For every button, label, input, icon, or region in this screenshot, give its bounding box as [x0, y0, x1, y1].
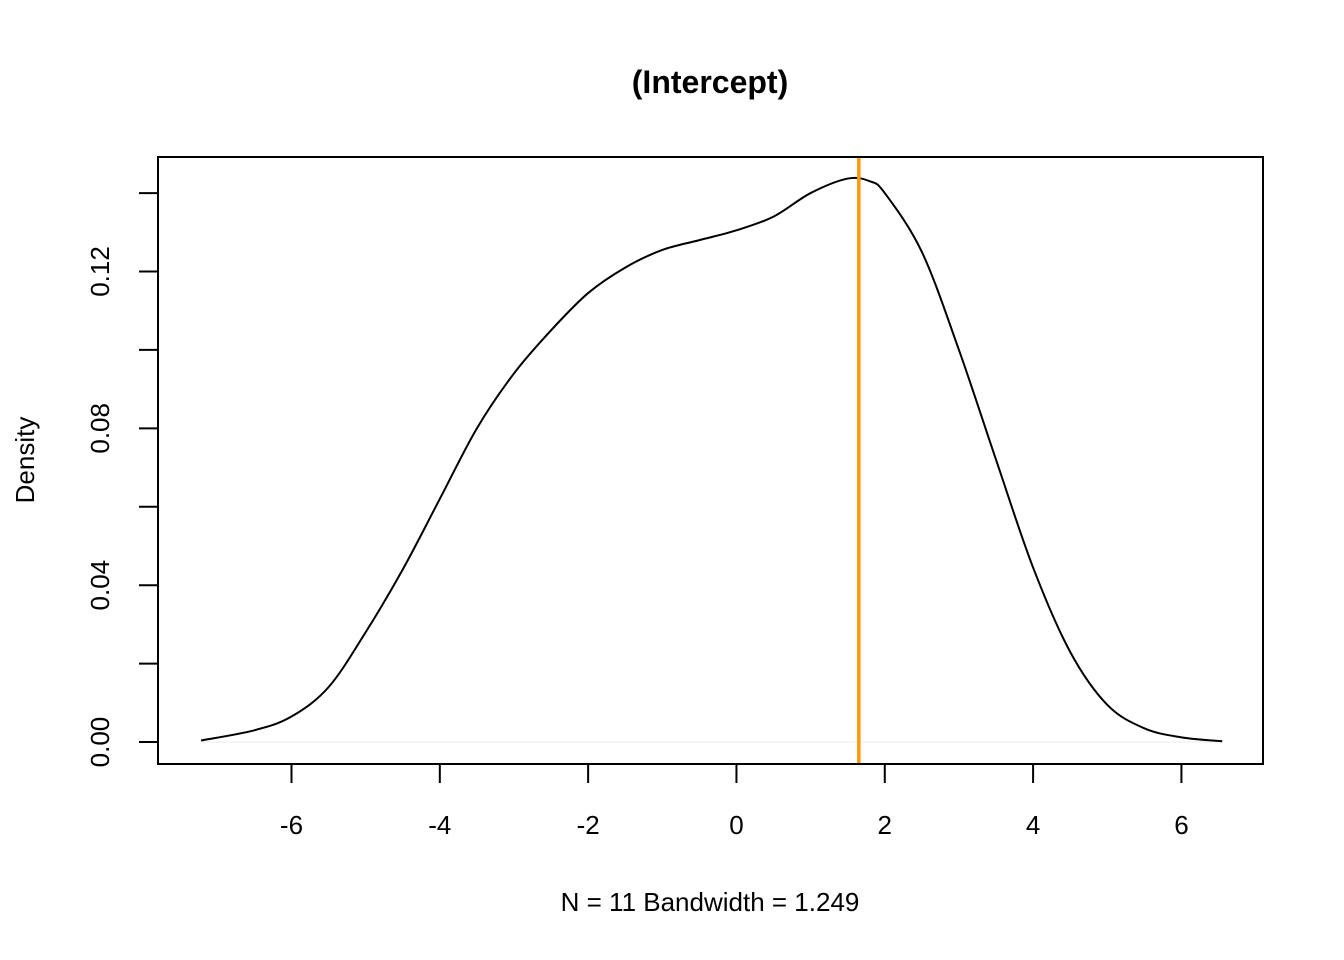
- y-tick-label: 0.00: [85, 717, 115, 768]
- x-tick-label: 4: [1026, 810, 1040, 840]
- density-curve: [200, 176, 1223, 743]
- x-tick-label: 2: [878, 810, 892, 840]
- y-axis: 0.00 0.04 0.08 0.12: [85, 192, 159, 768]
- x-tick-label: -6: [280, 810, 303, 840]
- chart-title: (Intercept): [632, 64, 788, 100]
- x-tick-label: 6: [1174, 810, 1188, 840]
- x-tick-label: -4: [428, 810, 451, 840]
- y-tick-label: 0.12: [85, 246, 115, 297]
- plot-frame: [157, 156, 1264, 765]
- x-tick-label: 0: [729, 810, 743, 840]
- y-tick-label: 0.08: [85, 403, 115, 454]
- x-axis-label: N = 11 Bandwidth = 1.249: [561, 887, 860, 917]
- y-axis-label: Density: [10, 417, 40, 504]
- x-tick-label: -2: [577, 810, 600, 840]
- x-axis: -6 -4 -2 0 2 4 6: [280, 763, 1189, 840]
- y-tick-label: 0.04: [85, 560, 115, 611]
